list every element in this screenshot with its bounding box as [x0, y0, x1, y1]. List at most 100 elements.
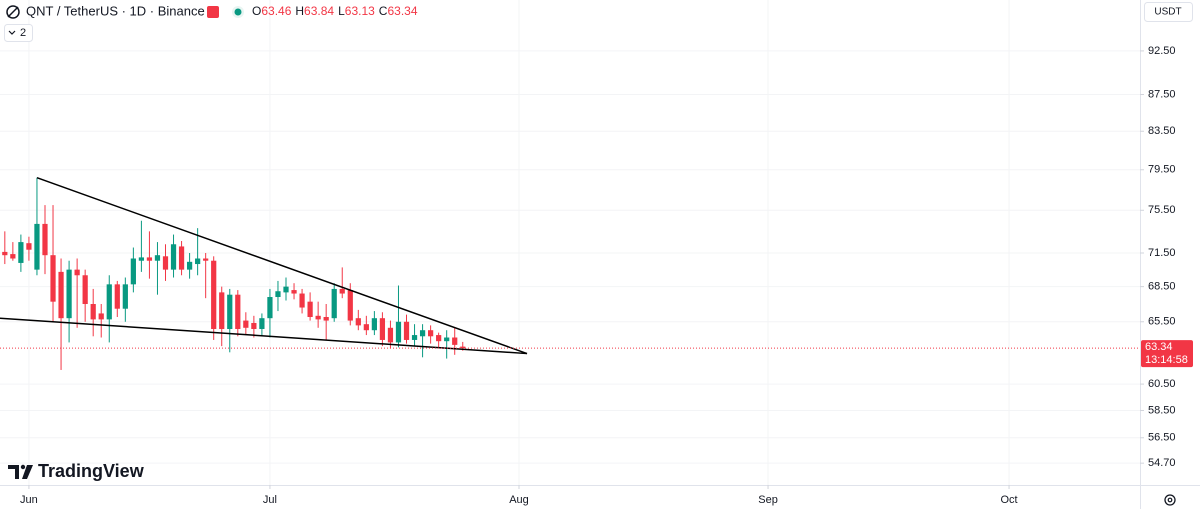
candle-body: [154, 255, 161, 261]
candle-body: [82, 275, 88, 305]
trendline: [0, 317, 528, 355]
candle-body: [2, 251, 8, 256]
candle-body: [18, 242, 24, 263]
candle-body: [98, 313, 104, 320]
candle-body: [275, 291, 281, 298]
candle-body: [444, 337, 450, 342]
candle-body: [436, 335, 442, 342]
candle-body: [66, 269, 72, 319]
candle-body: [227, 294, 233, 329]
candle-body: [259, 318, 265, 329]
candle-body: [243, 320, 249, 328]
grid: [0, 0, 1140, 485]
y-tick-label: 71.50: [1148, 247, 1176, 259]
ohlc-value: 63.84: [304, 4, 334, 18]
candle-body: [114, 284, 120, 309]
last-price-label: 63.34: [1145, 341, 1173, 353]
candle-body: [106, 284, 112, 320]
candle-body: [42, 223, 48, 256]
currency: USDT: [1154, 7, 1181, 18]
countdown: 13:14:58: [1145, 354, 1188, 366]
y-tick-label: 87.50: [1148, 88, 1176, 100]
brand-logo: [8, 464, 33, 479]
candle-body: [428, 330, 434, 337]
chevron-icon: [8, 30, 16, 35]
candle-body: [50, 255, 56, 302]
candle-body: [122, 284, 128, 309]
settings-button[interactable]: [1164, 494, 1176, 506]
ohlc-legend: O63.46 H63.84 L63.13 C63.34: [252, 4, 418, 18]
y-tick-label: 83.50: [1148, 125, 1176, 137]
y-tick-label: 75.50: [1148, 204, 1176, 216]
candle-body: [403, 321, 410, 340]
candle-body: [387, 327, 394, 343]
y-tick-label: 65.50: [1148, 316, 1176, 328]
indicators-count: 2: [20, 27, 26, 39]
y-tick-label: 79.50: [1148, 164, 1176, 176]
candle-body: [323, 316, 329, 321]
ohlc-values: O63.46 H63.84 L63.13 C63.34: [252, 4, 418, 18]
candle-body: [331, 288, 337, 319]
candle-body: [162, 256, 169, 270]
candle-body: [138, 257, 145, 261]
symbol-icon: [6, 5, 20, 19]
ohlc-value: 63.13: [345, 4, 375, 18]
x-tick-label: Jun: [20, 494, 38, 506]
candle-body: [460, 346, 466, 349]
candle-body: [186, 261, 193, 270]
candle-body: [363, 324, 369, 331]
ohlc-label: H: [295, 4, 304, 18]
trendline: [36, 176, 528, 355]
candle-body: [219, 292, 225, 329]
x-tick-label: Oct: [1000, 494, 1017, 506]
market-status-dot: [234, 8, 242, 16]
ohlc-value: 63.34: [387, 4, 417, 18]
status-icon: [207, 6, 219, 18]
candle-body: [419, 330, 426, 337]
brand-name: TradingView: [38, 461, 145, 481]
candle-body: [379, 318, 386, 340]
candle-body: [203, 258, 209, 261]
candle-body: [395, 321, 402, 343]
ohlc-label: L: [338, 4, 345, 18]
currency-button[interactable]: [1144, 2, 1193, 22]
ohlc-label: C: [379, 4, 388, 18]
candle-body: [283, 286, 289, 293]
candle-body: [146, 257, 153, 261]
candle-body: [452, 337, 458, 345]
candle-body: [267, 297, 273, 319]
candle-body: [315, 315, 321, 320]
candle-body: [178, 246, 185, 270]
candle-body: [347, 290, 353, 321]
x-tick-label: Aug: [509, 494, 529, 506]
last-price-box: [1141, 340, 1193, 368]
y-tick-label: 58.50: [1148, 404, 1176, 416]
candle-body: [130, 258, 136, 285]
x-tick-label: Jul: [263, 494, 277, 506]
candle-body: [74, 269, 80, 276]
symbol-title[interactable]: QNT / TetherUS · 1D · Binance: [26, 3, 205, 18]
candle-body: [299, 293, 305, 308]
candle-body: [235, 294, 241, 329]
candle-body: [10, 254, 16, 259]
candle-body: [339, 288, 345, 294]
candle-body: [371, 318, 377, 331]
y-tick-label: 54.70: [1148, 457, 1176, 469]
plot-area: [0, 176, 1140, 370]
candle-body: [90, 304, 96, 320]
y-tick-label: 68.50: [1148, 281, 1176, 293]
candle-body: [291, 290, 297, 294]
candle-body: [195, 258, 201, 265]
candle-body: [58, 271, 64, 319]
indicators-toggle[interactable]: [4, 24, 33, 42]
candle-body: [307, 301, 313, 317]
ohlc-label: O: [252, 4, 261, 18]
candle-body: [34, 223, 40, 270]
ohlc-value: 63.46: [261, 4, 291, 18]
y-tick-label: 92.50: [1148, 45, 1176, 57]
x-tick-label: Sep: [758, 494, 778, 506]
candle-body: [170, 244, 177, 270]
candle-body: [251, 322, 257, 329]
candle-body: [355, 318, 361, 326]
